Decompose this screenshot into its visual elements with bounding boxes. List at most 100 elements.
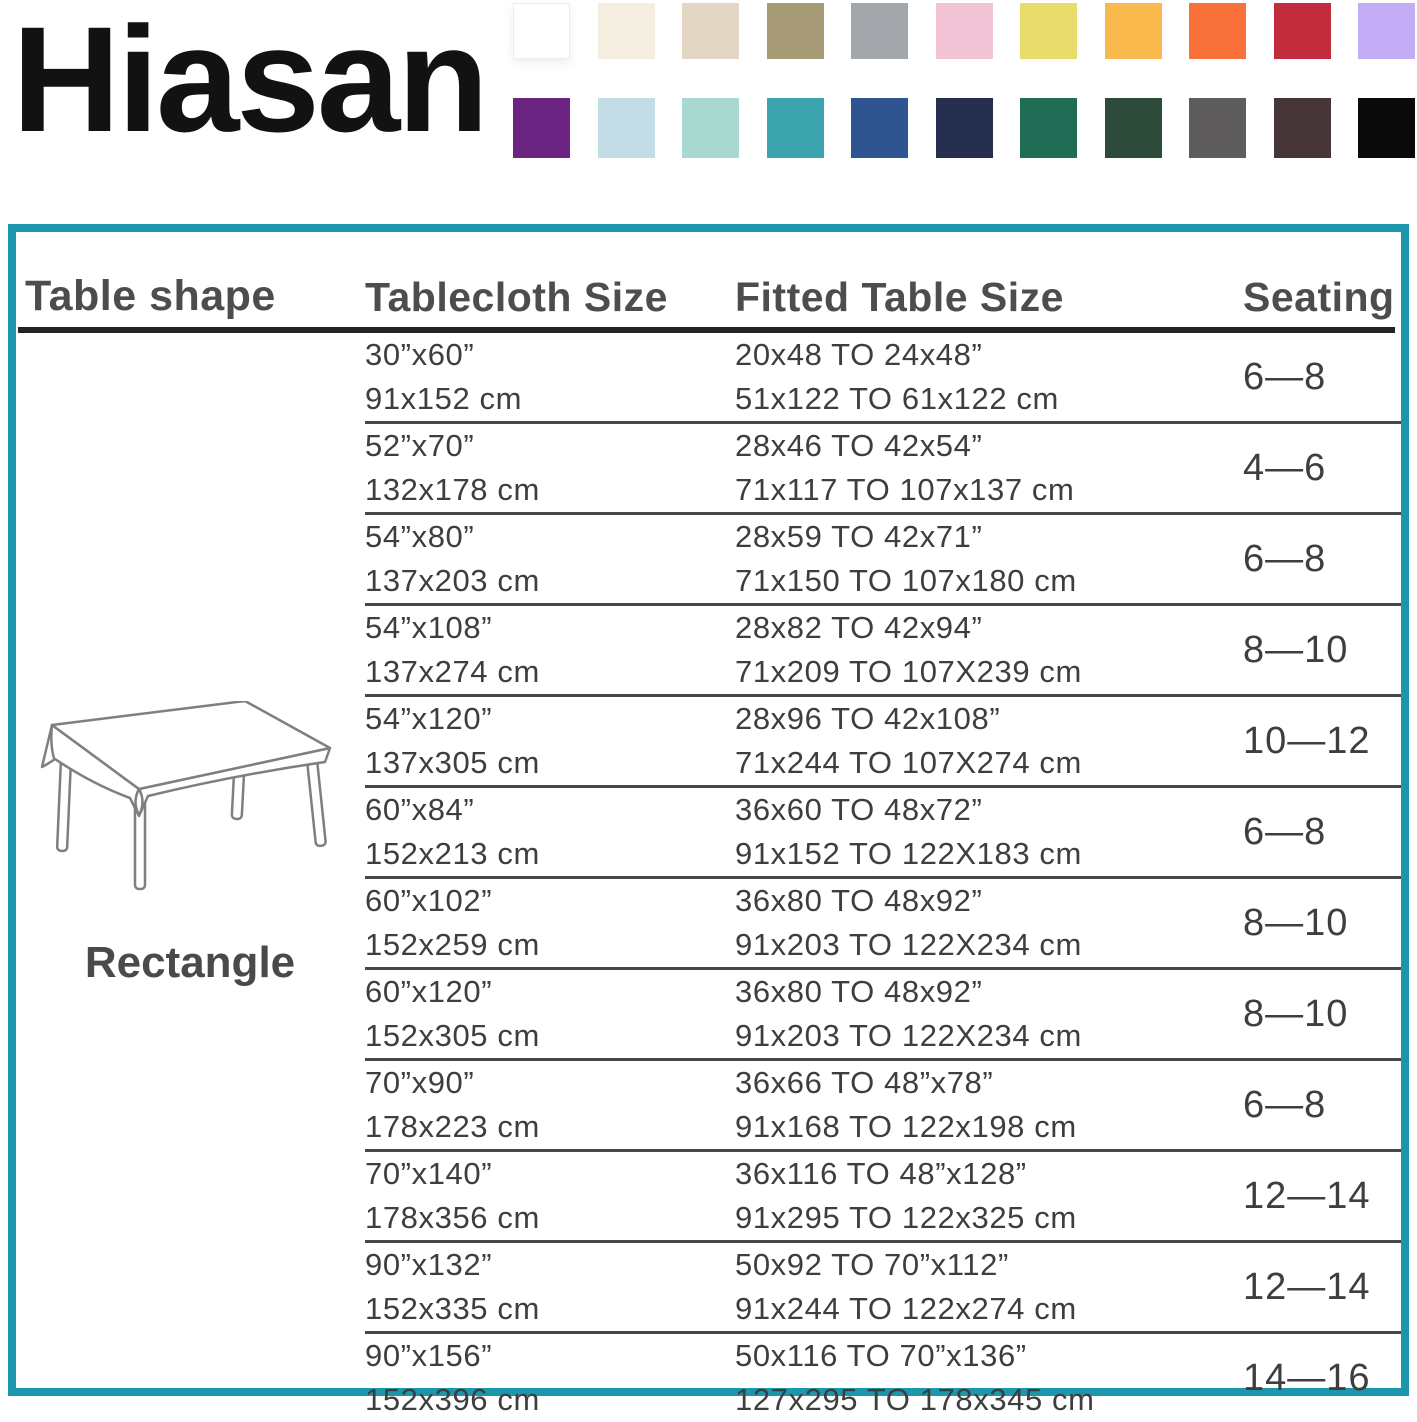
fitted-size-inches: 28x59 TO 42x71”: [735, 519, 983, 554]
color-swatch: [935, 3, 993, 59]
tablecloth-size-cell: 70”x140” 178x356 cm: [365, 1152, 735, 1240]
fitted-table-size-cell: 36x116 TO 48”x128” 91x295 TO 122x325 cm: [735, 1152, 1243, 1240]
fitted-size-inches: 36x60 TO 48x72”: [735, 792, 983, 827]
tablecloth-size-cell: 54”x108” 137x274 cm: [365, 606, 735, 694]
color-swatch: [597, 98, 655, 158]
tablecloth-size-cm: 152x259 cm: [365, 927, 540, 962]
tablecloth-size-cm: 152x305 cm: [365, 1018, 540, 1053]
tablecloth-size-cell: 60”x84” 152x213 cm: [365, 788, 735, 876]
swatch-row-top: [513, 3, 1415, 59]
fitted-table-size-cell: 50x92 TO 70”x112” 91x244 TO 122x274 cm: [735, 1243, 1243, 1331]
tablecloth-size-inches: 70”x90”: [365, 1065, 475, 1100]
fitted-table-size-cell: 28x59 TO 42x71” 71x150 TO 107x180 cm: [735, 515, 1243, 603]
color-swatch: [682, 3, 739, 59]
fitted-size-cm: 91x244 TO 122x274 cm: [735, 1291, 1077, 1326]
color-swatch: [1358, 98, 1415, 158]
rectangle-table-icon: [40, 701, 332, 891]
color-swatch: [1358, 3, 1415, 59]
fitted-size-cm: 71x209 TO 107X239 cm: [735, 654, 1082, 689]
tablecloth-size-inches: 90”x156”: [365, 1338, 493, 1373]
size-row: 60”x84” 152x213 cm 36x60 TO 48x72” 91x152 T…: [365, 788, 1401, 879]
tablecloth-size-cell: 54”x120” 137x305 cm: [365, 697, 735, 785]
tablecloth-size-inches: 60”x120”: [365, 974, 493, 1009]
tablecloth-size-cm: 152x213 cm: [365, 836, 540, 871]
fitted-table-size-cell: 28x46 TO 42x54” 71x117 TO 107x137 cm: [735, 424, 1243, 512]
fitted-size-cm: 91x203 TO 122X234 cm: [735, 927, 1082, 962]
size-row: 54”x108” 137x274 cm 28x82 TO 42x94” 71x209 …: [365, 606, 1401, 697]
column-header-fitted-table-size: Fitted Table Size: [735, 274, 1064, 320]
tablecloth-size-inches: 90”x132”: [365, 1247, 493, 1282]
color-swatch: [1273, 3, 1331, 59]
tablecloth-size-cell: 70”x90” 178x223 cm: [365, 1061, 735, 1149]
fitted-table-size-cell: 36x60 TO 48x72” 91x152 TO 122X183 cm: [735, 788, 1243, 876]
fitted-size-cm: 71x150 TO 107x180 cm: [735, 563, 1077, 598]
header-divider: [18, 327, 1395, 333]
color-swatch-grid: [513, 3, 1415, 158]
fitted-table-size-cell: 36x66 TO 48”x78” 91x168 TO 122x198 cm: [735, 1061, 1243, 1149]
seating-range: 10—12: [1243, 719, 1371, 762]
seating-range: 6—8: [1243, 355, 1327, 398]
size-row: 60”x102” 152x259 cm 36x80 TO 48x92” 91x203 …: [365, 879, 1401, 970]
tablecloth-size-cm: 152x396 cm: [365, 1382, 540, 1417]
fitted-table-size-cell: 36x80 TO 48x92” 91x203 TO 122X234 cm: [735, 970, 1243, 1058]
tablecloth-size-cm: 178x223 cm: [365, 1109, 540, 1144]
table-shape-cell: Rectangle: [16, 333, 365, 1388]
color-swatch: [513, 98, 570, 158]
fitted-size-inches: 36x116 TO 48”x128”: [735, 1156, 1027, 1191]
tablecloth-size-cell: 60”x120” 152x305 cm: [365, 970, 735, 1058]
color-swatch: [766, 98, 824, 158]
fitted-size-inches: 36x80 TO 48x92”: [735, 883, 983, 918]
fitted-size-cm: 91x295 TO 122x325 cm: [735, 1200, 1077, 1235]
color-swatch: [851, 98, 908, 158]
fitted-size-inches: 28x82 TO 42x94”: [735, 610, 983, 645]
size-chart: Table shape Tablecloth Size Fitted Table…: [8, 224, 1409, 1417]
tablecloth-size-inches: 54”x120”: [365, 701, 493, 736]
shape-block: Rectangle: [40, 701, 340, 988]
fitted-size-cm: 91x168 TO 122x198 cm: [735, 1109, 1077, 1144]
brand-logo: Hiasan: [12, 0, 489, 163]
shape-label: Rectangle: [84, 938, 296, 987]
color-swatch: [766, 3, 824, 59]
seating-range: 12—14: [1243, 1265, 1371, 1308]
tablecloth-size-inches: 52”x70”: [365, 428, 475, 463]
color-swatch: [1104, 3, 1162, 59]
color-swatch: [682, 98, 739, 158]
size-row: 90”x156” 152x396 cm 50x116 TO 70”x136” 127x…: [365, 1334, 1401, 1422]
tablecloth-size-inches: 54”x108”: [365, 610, 493, 645]
tablecloth-size-cm: 132x178 cm: [365, 472, 540, 507]
color-swatch: [1020, 98, 1077, 158]
fitted-size-inches: 36x66 TO 48”x78”: [735, 1065, 994, 1100]
tablecloth-size-inches: 54”x80”: [365, 519, 475, 554]
tablecloth-size-cell: 60”x102” 152x259 cm: [365, 879, 735, 967]
fitted-size-inches: 36x80 TO 48x92”: [735, 974, 983, 1009]
size-row: 54”x120” 137x305 cm 28x96 TO 42x108” 71x244…: [365, 697, 1401, 788]
seating-range: 8—10: [1243, 992, 1349, 1035]
color-swatch: [935, 98, 993, 158]
fitted-size-inches: 50x116 TO 70”x136”: [735, 1338, 1027, 1373]
tablecloth-size-cm: 137x274 cm: [365, 654, 540, 689]
size-row: 30”x60” 91x152 cm 20x48 TO 24x48” 51x122 TO…: [365, 333, 1401, 424]
tablecloth-size-cm: 137x305 cm: [365, 745, 540, 780]
swatch-row-bottom: [513, 98, 1415, 158]
tablecloth-size-cm: 91x152 cm: [365, 381, 523, 416]
size-row: 60”x120” 152x305 cm 36x80 TO 48x92” 91x203 …: [365, 970, 1401, 1061]
color-swatch: [1189, 3, 1246, 59]
color-swatch: [1020, 3, 1077, 59]
tablecloth-size-inches: 60”x102”: [365, 883, 493, 918]
color-swatch: [851, 3, 908, 59]
tablecloth-size-cell: 54”x80” 137x203 cm: [365, 515, 735, 603]
color-swatch: [1273, 98, 1331, 158]
tablecloth-size-inches: 60”x84”: [365, 792, 475, 827]
fitted-size-cm: 91x152 TO 122X183 cm: [735, 836, 1082, 871]
size-row: 52”x70” 132x178 cm 28x46 TO 42x54” 71x117 T…: [365, 424, 1401, 515]
tablecloth-size-cm: 137x203 cm: [365, 563, 540, 598]
fitted-size-inches: 28x46 TO 42x54”: [735, 428, 983, 463]
seating-range: 8—10: [1243, 628, 1349, 671]
column-header-table-shape: Table shape: [25, 272, 276, 320]
size-row: 70”x140” 178x356 cm 36x116 TO 48”x128” 91x2…: [365, 1152, 1401, 1243]
fitted-table-size-cell: 28x96 TO 42x108” 71x244 TO 107X274 cm: [735, 697, 1243, 785]
fitted-table-size-cell: 28x82 TO 42x94” 71x209 TO 107X239 cm: [735, 606, 1243, 694]
fitted-table-size-cell: 20x48 TO 24x48” 51x122 TO 61x122 cm: [735, 333, 1243, 421]
fitted-table-size-cell: 50x116 TO 70”x136” 127x295 TO 178x345 cm: [735, 1334, 1243, 1422]
column-header-seating: Seating: [1243, 274, 1395, 320]
